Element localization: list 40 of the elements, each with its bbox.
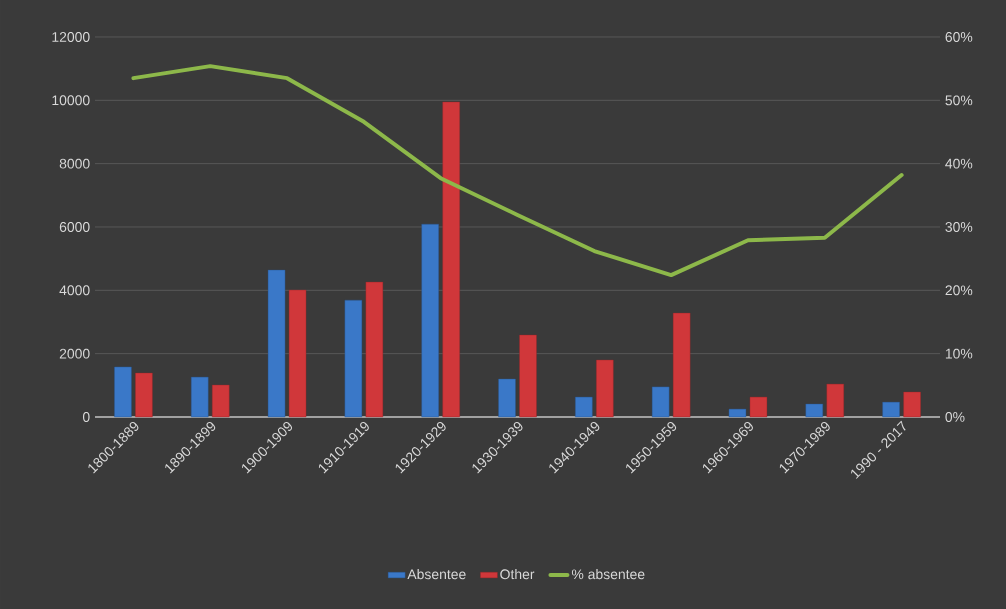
bar xyxy=(882,401,900,418)
bar xyxy=(728,408,747,418)
bar xyxy=(749,396,768,418)
bar xyxy=(421,223,439,418)
y-tick-label: 6000 xyxy=(59,222,90,232)
bar xyxy=(826,383,844,418)
y2-tick-label: 0% xyxy=(945,412,965,422)
bar xyxy=(267,269,286,418)
y2-tick-label: 60% xyxy=(945,32,973,42)
y-tick-label: 4000 xyxy=(59,285,90,296)
bar xyxy=(805,403,823,418)
bar xyxy=(135,372,153,418)
y-tick-label: 10000 xyxy=(52,95,90,106)
y-tick-label: 0 xyxy=(82,412,90,422)
bar xyxy=(114,366,132,418)
line-series xyxy=(131,64,904,278)
bar xyxy=(365,281,384,418)
bar xyxy=(442,101,460,418)
legend-label: Other xyxy=(500,568,535,580)
y2-tick-label: 50% xyxy=(945,95,973,106)
y-tick-label: 2000 xyxy=(59,348,90,359)
y2-tick-label: 40% xyxy=(945,158,973,169)
bar xyxy=(575,396,593,418)
legend-label: % absentee xyxy=(571,568,645,580)
legend-label: Absentee xyxy=(407,568,466,580)
y-tick-label: 12000 xyxy=(52,32,90,42)
bar xyxy=(672,312,691,418)
bar xyxy=(288,289,307,418)
bar xyxy=(519,334,537,418)
y-tick-label: 8000 xyxy=(59,158,90,169)
bar xyxy=(212,384,230,418)
bar xyxy=(191,376,209,418)
bar xyxy=(903,391,921,418)
y2-tick-label: 30% xyxy=(945,222,973,232)
bar xyxy=(344,299,363,418)
bar xyxy=(596,359,614,418)
bar xyxy=(651,386,670,418)
bar xyxy=(498,378,516,418)
y2-tick-label: 10% xyxy=(945,348,973,359)
y2-tick-label: 20% xyxy=(945,285,973,296)
